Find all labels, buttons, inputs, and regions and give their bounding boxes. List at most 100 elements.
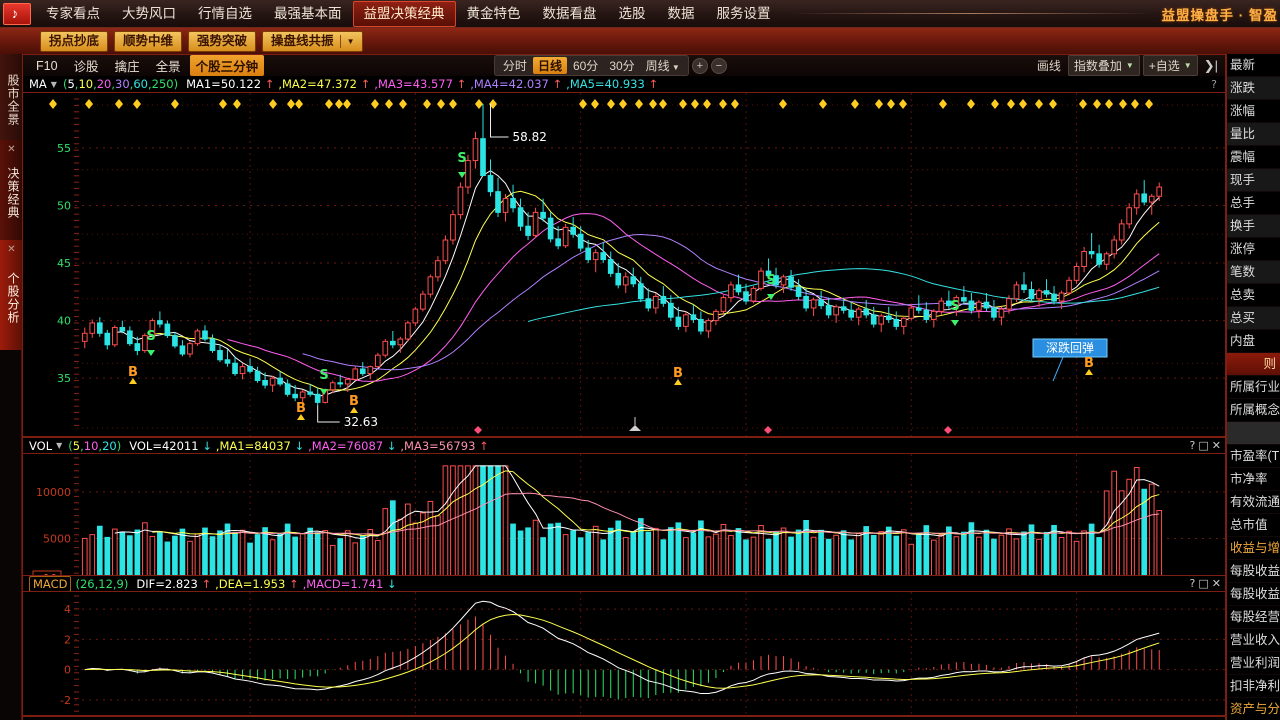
strategy-button-label: 顺势中维: [123, 33, 174, 48]
period-option-1[interactable]: 日线: [532, 57, 567, 74]
period-selector[interactable]: 分时 日线 60分 30分 周线 ▼: [493, 55, 689, 76]
add-watchlist-dropdown[interactable]: +自选 ▼: [1142, 55, 1198, 76]
trend-arrow-icon: ↑: [456, 77, 467, 91]
vol-params: (5,10,20): [68, 439, 121, 453]
quote-info-panel[interactable]: 最新 涨跌 涨幅 量比 震幅 现手 总手 换手 涨停 笔数 总卖 总买 内盘则所属行业 所属概念 市盈率(T…: [1226, 54, 1280, 720]
indicator-value-0: VOL=42011: [129, 438, 203, 453]
macd-indicator-name[interactable]: MACD: [29, 575, 72, 592]
price-chart-pane[interactable]: 55 50 45 40 35 58.82 32.63 深跌回弹 S B S B B S S B S B: [22, 92, 1226, 437]
quote-row-2: 涨幅: [1227, 100, 1280, 123]
quote-row-10: 总卖: [1227, 284, 1280, 307]
close-icon[interactable]: ✕: [1211, 439, 1221, 452]
chart-stage: F10 诊股 擒庄 全景 个股三分钟 分时 日线 60分 30分 周线 ▼ + − 画线 指数叠…: [22, 54, 1226, 720]
chevron-down-icon[interactable]: ▼: [669, 63, 680, 72]
menu-item-3[interactable]: 最强基本面: [274, 5, 342, 21]
period-option-0[interactable]: 分时: [498, 57, 532, 74]
strategy-toolbar: 拐点抄底 顺势中维 强势突破 操盘线共振 ▼: [0, 28, 1280, 54]
svg-text:B: B: [296, 401, 306, 416]
vol-values: VOL=42011 ↓ ,MA1=84037 ↓ ,MA2=76087 ↓ ,MA3=…: [125, 439, 488, 453]
svg-text:45: 45: [57, 257, 71, 270]
period-option-4[interactable]: 周线 ▼: [641, 57, 685, 74]
close-icon[interactable]: ✕: [6, 244, 17, 256]
indicator-params: (5,10,20): [68, 438, 122, 453]
zoom-out-button[interactable]: −: [710, 57, 727, 74]
ma-values: MA1=50.122 ↑ ,MA2=47.372 ↑ ,MA3=43.577 ↑ ,M…: [182, 77, 658, 91]
svg-text:58.82: 58.82: [513, 130, 547, 144]
growth-row-0: 每股收益: [1227, 560, 1280, 583]
help-icon[interactable]: ?: [1189, 439, 1196, 452]
strategy-button-label: 操盘线共振: [271, 33, 334, 48]
menu-item-4[interactable]: 益盟决策经典: [352, 0, 456, 27]
svg-text:40: 40: [57, 315, 71, 328]
vol-indicator-name[interactable]: VOL: [29, 438, 53, 453]
time-axis: 日线 ▼ 2018/11122019/123456789: [22, 716, 1226, 720]
period-option-label: 周线: [645, 59, 670, 73]
strategy-button-3[interactable]: 操盘线共振 ▼: [262, 30, 364, 52]
menu-item-2[interactable]: 行情自选: [198, 5, 252, 21]
svg-text:35: 35: [57, 372, 71, 385]
indicator-value-4: ,MA5=40.933: [566, 77, 649, 91]
index-overlay-dropdown[interactable]: 指数叠加 ▼: [1067, 55, 1140, 76]
sidebar-tab-decision-classic[interactable]: ✕ 决策经典: [0, 140, 22, 240]
period-option-2[interactable]: 60分: [568, 57, 603, 74]
chart-tool-1[interactable]: 诊股: [73, 60, 99, 74]
svg-text:S: S: [146, 329, 155, 344]
period-option-3[interactable]: 30分: [604, 57, 639, 74]
menu-item-5[interactable]: 黄金特色: [466, 5, 521, 21]
draw-line-button[interactable]: 画线: [1036, 59, 1061, 73]
chart-tool-4[interactable]: 个股三分钟: [189, 55, 265, 76]
menu-item-9[interactable]: 服务设置: [716, 5, 771, 21]
chevron-down-icon[interactable]: ▼: [56, 441, 63, 450]
period-option-label: 日线: [537, 59, 562, 73]
strategy-button-label: 拐点抄底: [49, 33, 100, 48]
help-icon[interactable]: ?: [1211, 77, 1217, 91]
strategy-button-0[interactable]: 拐点抄底: [40, 30, 109, 52]
chevron-down-icon: ▼: [1125, 61, 1134, 70]
growth-row-2: 每股经营现: [1227, 606, 1280, 629]
menu-item-1[interactable]: 大势风口: [122, 5, 176, 21]
info-row-0[interactable]: 所属行业: [1227, 376, 1280, 399]
menu-item-0[interactable]: 专家看点: [46, 5, 100, 21]
strategy-button-2[interactable]: 强势突破: [188, 30, 257, 52]
svg-text:S: S: [457, 151, 466, 166]
close-icon[interactable]: ✕: [1211, 577, 1221, 590]
indicator-value-2: ,MA3=43.577: [374, 77, 457, 91]
maximize-icon[interactable]: □: [1198, 577, 1209, 590]
macd-chart-pane[interactable]: 4 2 0 -2: [22, 591, 1226, 716]
menu-item-8[interactable]: 数据: [667, 5, 695, 21]
fundamental-row-2: 有效流通市: [1227, 491, 1280, 514]
chart-tool-0[interactable]: F10: [36, 58, 58, 73]
svg-text:B: B: [349, 394, 359, 409]
indicator-params: (5,10,20,30,60,250): [62, 77, 179, 91]
svg-text:深跌回弹: 深跌回弹: [1046, 340, 1094, 355]
maximize-icon[interactable]: □: [1198, 439, 1209, 452]
ma-indicator-name[interactable]: MA: [29, 77, 47, 91]
collapse-right-icon[interactable]: ❯|: [1203, 57, 1218, 73]
fundamental-row-0: 市盈率(T: [1227, 445, 1280, 468]
chevron-down-icon[interactable]: ▼: [346, 36, 355, 46]
strategy-button-1[interactable]: 顺势中维: [114, 30, 183, 52]
chart-toolbar: F10 诊股 擒庄 全景 个股三分钟 分时 日线 60分 30分 周线 ▼ + − 画线 指数叠…: [22, 54, 1226, 76]
growth-row-5: 扣非净利增: [1227, 675, 1280, 698]
info-row-1[interactable]: 所属概念: [1227, 399, 1280, 422]
macd-panel-buttons[interactable]: ? □ ✕: [1190, 577, 1221, 590]
chart-tool-2[interactable]: 擒庄: [114, 60, 140, 74]
trend-arrow-icon: ↓: [294, 438, 305, 453]
volume-chart-pane[interactable]: 100005000x10: [22, 453, 1226, 590]
zoom-in-button[interactable]: +: [691, 57, 708, 74]
sidebar-tab-stock-analysis[interactable]: ✕ 个股分析: [0, 240, 22, 350]
svg-text:2: 2: [64, 633, 71, 646]
vol-panel-buttons[interactable]: ? □ ✕: [1190, 439, 1221, 452]
chart-tool-3[interactable]: 全景: [155, 60, 181, 74]
quote-section-header: 则: [1227, 353, 1280, 376]
menu-item-7[interactable]: 选股: [618, 5, 646, 21]
help-icon[interactable]: ?: [1189, 577, 1196, 590]
close-icon[interactable]: ✕: [6, 144, 17, 156]
svg-text:S: S: [950, 299, 959, 314]
indicator-value-1: ,MA2=47.372: [278, 77, 361, 91]
quote-row-5: 现手: [1227, 169, 1280, 192]
sidebar-tab-market-overview[interactable]: 股市全景: [0, 54, 22, 140]
chevron-down-icon[interactable]: ▼: [50, 79, 57, 89]
svg-text:-2: -2: [60, 694, 71, 707]
menu-item-6[interactable]: 数据看盘: [542, 5, 597, 21]
